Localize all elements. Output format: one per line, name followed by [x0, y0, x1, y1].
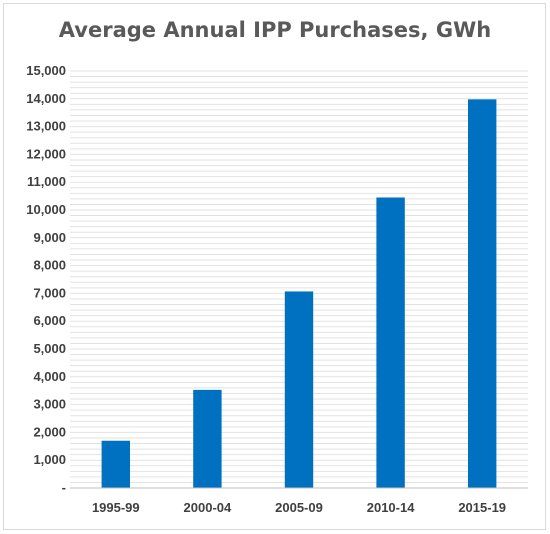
y-tick-label: 14,000: [26, 91, 66, 106]
y-tick-label: 3,000: [33, 397, 66, 412]
y-tick-label: 5,000: [33, 341, 66, 356]
y-tick-label: 7,000: [33, 285, 66, 300]
y-tick-label: 11,000: [27, 174, 66, 189]
y-axis-tick-labels: - 1,000 2,000 3,000 4,000 5,000 6,000 7,000 8,00…: [26, 63, 66, 495]
y-tick-label: 8,000: [33, 258, 66, 273]
y-tick-label: 4,000: [33, 369, 66, 384]
chart-frame: [3, 3, 546, 530]
bar: [468, 99, 497, 488]
bar: [193, 389, 222, 488]
y-tick-label: 12,000: [26, 146, 66, 161]
bar: [284, 291, 314, 488]
x-tick-label: 2010-14: [367, 500, 415, 515]
chart-title: Average Annual IPP Purchases, GWh: [58, 18, 492, 42]
y-tick-label: -: [62, 480, 66, 495]
bar: [101, 440, 130, 488]
y-tick-label: 15,000: [26, 63, 66, 78]
y-tick-label: 6,000: [33, 313, 66, 328]
y-tick-label: 9,000: [33, 230, 66, 245]
x-tick-label: 2005-09: [275, 500, 323, 515]
y-tick-label: 2,000: [33, 424, 66, 439]
x-tick-label: 2015-19: [458, 500, 506, 515]
y-tick-label: 1,000: [33, 452, 66, 467]
x-tick-label: 1995-99: [92, 500, 140, 515]
y-tick-label: 10,000: [26, 202, 66, 217]
x-axis-tick-labels: 1995-99 2000-04 2005-09 2010-14 2015-19: [92, 500, 506, 515]
y-tick-label: 13,000: [26, 119, 66, 134]
bar: [376, 197, 405, 489]
x-tick-label: 2000-04: [184, 500, 232, 515]
bars: [101, 99, 497, 489]
